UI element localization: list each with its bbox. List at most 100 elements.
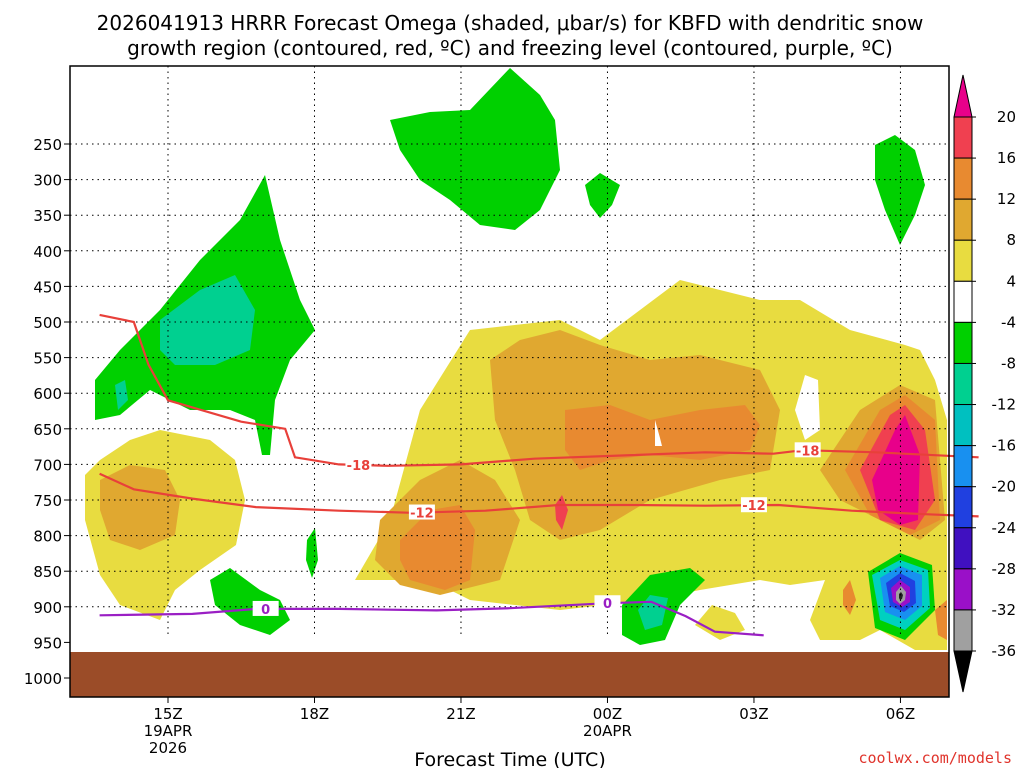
y-tick-label: 900 bbox=[33, 599, 62, 617]
green-lower-left bbox=[210, 568, 290, 635]
teal-upper-left bbox=[160, 275, 255, 365]
y-tick-label: 350 bbox=[33, 207, 62, 225]
contour-label-bg bbox=[408, 504, 435, 520]
contour-label-freezing-0: 0 bbox=[261, 603, 270, 618]
green-upper-right bbox=[875, 135, 925, 245]
x-tick-sublabel-date: 20APR bbox=[583, 722, 632, 740]
y-tick-label: 300 bbox=[33, 172, 62, 190]
omega-shading bbox=[85, 68, 947, 650]
y-tick-label: 1000 bbox=[24, 670, 62, 688]
colorbar-bin bbox=[953, 609, 973, 652]
colorbar-bin bbox=[953, 445, 973, 488]
y-tick-label: 700 bbox=[33, 456, 62, 474]
contour-label-dgz-18: -18 bbox=[347, 459, 371, 474]
x-tick-sublabel-date: 19APR bbox=[144, 722, 193, 740]
colorbar-label: -28 bbox=[992, 560, 1017, 578]
x-axis-label: Forecast Time (UTC) bbox=[414, 749, 605, 768]
x-tick-label: 18Z bbox=[300, 705, 329, 723]
x-tick-label: 03Z bbox=[739, 705, 768, 723]
colorbar-bin bbox=[953, 568, 973, 611]
yellow-lower-middle bbox=[695, 605, 745, 640]
y-tick-label: 550 bbox=[33, 350, 62, 368]
white-hole-2 bbox=[655, 420, 662, 446]
y-tick-label: 950 bbox=[33, 634, 62, 652]
colorbar-label: -24 bbox=[992, 519, 1017, 537]
colorbar-bin bbox=[953, 527, 973, 570]
orange-middle bbox=[400, 505, 475, 590]
contour-freezing-0 bbox=[99, 600, 764, 637]
y-tick-label: 250 bbox=[33, 136, 62, 154]
red-blob bbox=[555, 495, 568, 530]
colorbar-bin bbox=[953, 239, 973, 282]
contour-label-dgz-18: -18 bbox=[796, 444, 820, 459]
y-tick-label: 400 bbox=[33, 243, 62, 261]
orange-blob-edge bbox=[935, 600, 947, 640]
contour-label-bg bbox=[794, 442, 821, 458]
teal-lower-middle bbox=[638, 595, 668, 630]
plot-border bbox=[69, 65, 950, 698]
gridlines bbox=[70, 66, 949, 636]
colorbar-bin bbox=[953, 321, 973, 364]
contour-label-dgz-12: -12 bbox=[410, 507, 434, 522]
colorbar-label: -20 bbox=[992, 478, 1017, 496]
contour-label-bg bbox=[252, 600, 279, 616]
x-tick-label: 06Z bbox=[886, 705, 915, 723]
colorbar-bin bbox=[953, 362, 973, 406]
contour-label-dgz-12: -12 bbox=[742, 499, 766, 514]
colorbar: 20 16 12 8 4 -4 -8 -12 -16 -20 -24 -28 -32 -36 bbox=[953, 74, 1017, 693]
y-axis-ticks: 250 300 350 400 450 500 550 600 650 700 750 800 850 9… bbox=[24, 136, 70, 688]
x-tick-label: 00Z bbox=[593, 705, 622, 723]
colorbar-top-triangle bbox=[953, 74, 973, 118]
colorbar-bin bbox=[953, 486, 973, 529]
y-tick-label: 600 bbox=[33, 385, 62, 403]
lightorange-left bbox=[100, 465, 180, 550]
colorbar-label: 4 bbox=[1006, 272, 1016, 290]
green-small-upper bbox=[585, 173, 620, 218]
y-tick-label: 500 bbox=[33, 314, 62, 332]
colorbar-label: -16 bbox=[992, 437, 1017, 455]
colorbar-bin bbox=[953, 404, 973, 447]
y-tick-label: 650 bbox=[33, 421, 62, 439]
colorbar-bin bbox=[953, 116, 973, 159]
colorbar-label: 16 bbox=[997, 149, 1016, 167]
ground-fill bbox=[70, 652, 949, 697]
y-tick-label: 850 bbox=[33, 563, 62, 581]
contour-lines: -18 -18 -12 -12 0 0 bbox=[99, 313, 979, 637]
magenta-core bbox=[872, 415, 920, 525]
chart-title-line2: growth region (contoured, red, ºC) and f… bbox=[127, 36, 893, 60]
contour-dgz-12 bbox=[99, 472, 979, 518]
contour-label-bg bbox=[740, 497, 767, 513]
orange-blob-right bbox=[843, 580, 856, 615]
orange-upper bbox=[565, 405, 760, 470]
white-hole-1 bbox=[795, 375, 820, 440]
contour-dgz-18 bbox=[99, 313, 979, 467]
credit-text: coolwx.com/models bbox=[858, 749, 1012, 767]
colorbar-bin bbox=[953, 157, 973, 200]
x-tick-label: 21Z bbox=[446, 705, 475, 723]
contour-label-bg bbox=[345, 456, 372, 472]
colorbar-label: -32 bbox=[992, 601, 1017, 619]
colorbar-bottom-triangle bbox=[953, 650, 973, 693]
colorbar-bin bbox=[953, 198, 973, 241]
contour-label-freezing-0: 0 bbox=[603, 597, 612, 612]
colorbar-label: -4 bbox=[1001, 313, 1016, 331]
y-tick-label: 750 bbox=[33, 492, 62, 510]
colorbar-label: -12 bbox=[992, 396, 1017, 414]
x-tick-sublabel-year: 2026 bbox=[149, 739, 187, 757]
colorbar-label: -36 bbox=[992, 642, 1017, 660]
green-small-mid bbox=[306, 528, 318, 578]
x-tick-label: 15Z bbox=[153, 705, 182, 723]
teal-small-left bbox=[115, 380, 128, 410]
colorbar-bin bbox=[953, 280, 973, 323]
chart-title-line1: 2026041913 HRRR Forecast Omega (shaded, … bbox=[97, 11, 924, 35]
colorbar-label: 8 bbox=[1006, 231, 1016, 249]
y-tick-label: 800 bbox=[33, 528, 62, 546]
colorbar-label: 12 bbox=[997, 190, 1016, 208]
colorbar-label: 20 bbox=[997, 108, 1016, 126]
contour-label-bg bbox=[594, 595, 621, 611]
y-tick-label: 450 bbox=[33, 278, 62, 296]
green-upper-middle bbox=[390, 68, 560, 230]
colorbar-label: -8 bbox=[1001, 354, 1016, 372]
